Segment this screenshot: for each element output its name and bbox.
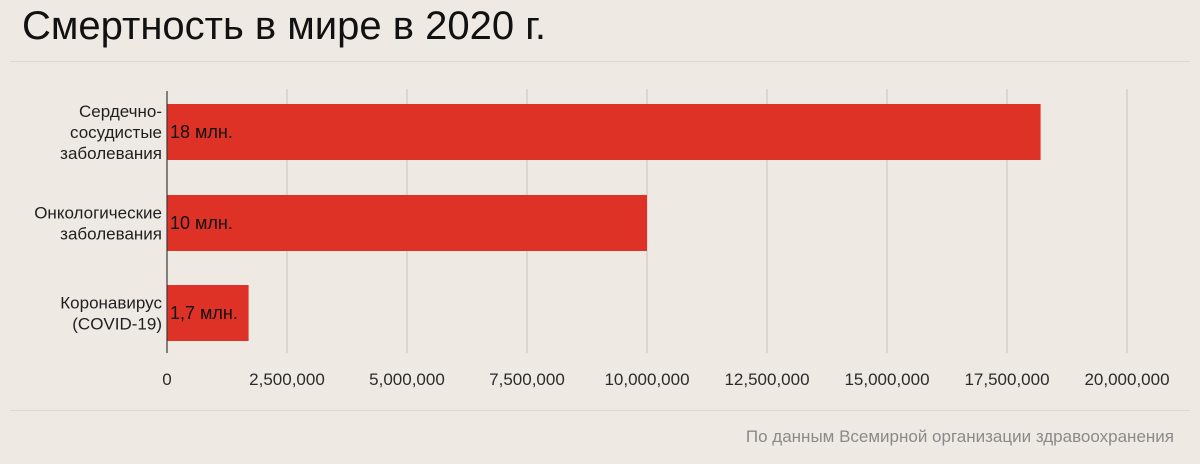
bar xyxy=(167,104,1041,160)
bar-data-label: 1,7 млн. xyxy=(170,303,238,323)
x-tick-label: 2,500,000 xyxy=(249,370,325,389)
y-category-label-line: заболевания xyxy=(60,225,162,244)
source-note: По данным Всемирной организации здравоох… xyxy=(745,427,1174,446)
bar xyxy=(167,285,249,341)
x-tick-label: 0 xyxy=(162,370,171,389)
footer-divider xyxy=(10,410,1190,411)
x-tick-label: 7,500,000 xyxy=(489,370,565,389)
y-category-label-line: Коронавирус xyxy=(60,294,162,313)
x-tick-label: 17,500,000 xyxy=(964,370,1049,389)
y-category-label-line: заболевания xyxy=(60,144,162,163)
x-tick-label: 15,000,000 xyxy=(844,370,929,389)
title-divider xyxy=(10,61,1190,62)
chart-title: Смертность в мире в 2020 г. xyxy=(22,4,547,48)
y-category-label-line: (COVID-19) xyxy=(72,315,162,334)
y-category-label: Сердечно-сосудистые заболевания xyxy=(60,102,162,163)
x-tick-label: 12,500,000 xyxy=(724,370,809,389)
x-tick-label: 5,000,000 xyxy=(369,370,445,389)
x-tick-label: 20,000,000 xyxy=(1084,370,1169,389)
x-tick-label: 10,000,000 xyxy=(604,370,689,389)
y-category-label: Онкологические заболевания xyxy=(34,204,162,244)
bar xyxy=(167,195,647,251)
y-category-label-line: Онкологические xyxy=(34,204,162,223)
y-category-label-line: Сердечно- xyxy=(79,102,162,121)
bar-data-label: 10 млн. xyxy=(170,213,233,233)
y-category-label-line: сосудистые xyxy=(70,123,162,142)
y-category-label: Коронавирус (COVID-19) xyxy=(60,294,162,334)
bar-data-label: 18 млн. xyxy=(170,122,233,142)
